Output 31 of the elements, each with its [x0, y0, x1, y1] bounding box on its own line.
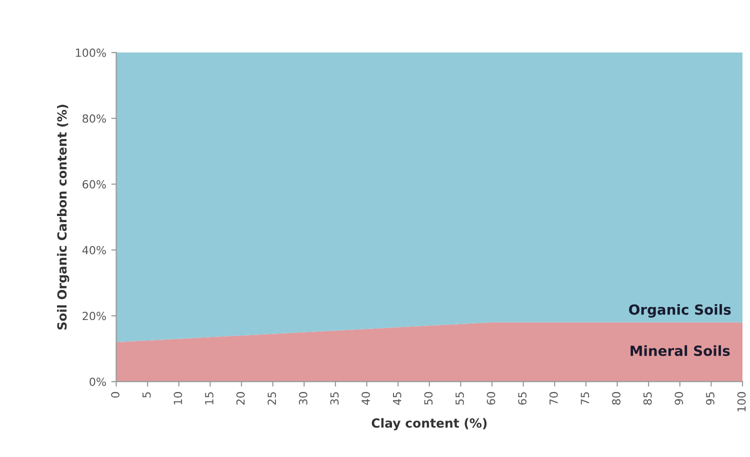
x-tick-label: 80: [612, 392, 620, 405]
x-tick-label: 75: [580, 392, 590, 405]
x-tick-label: 55: [456, 392, 464, 405]
y-tick-label: 20%: [82, 312, 106, 320]
x-tick-label: 10: [174, 392, 182, 404]
x-tick-label: 90: [674, 392, 684, 405]
x-tick-label: 45: [393, 392, 402, 405]
series-label: Mineral Soils: [630, 345, 730, 356]
x-tick-label: 95: [706, 392, 714, 405]
x-tick-label: 85: [643, 392, 652, 405]
x-tick-label: 65: [518, 392, 527, 405]
x-tick-label: 40: [362, 392, 370, 405]
x-tick-label: 70: [549, 392, 558, 405]
x-tick-label: 20: [236, 392, 245, 405]
y-tick-label: 100%: [76, 48, 106, 57]
x-tick-label: 35: [330, 392, 339, 405]
x-tick-label: 100: [737, 392, 746, 412]
y-axis-title: Soil Organic Carbon content (%): [57, 104, 70, 330]
x-axis-title: Clay content (%): [372, 418, 487, 430]
series-label: Organic Soils: [629, 304, 731, 318]
x-tick-label: 60: [486, 392, 496, 405]
x-tick-label: 5: [142, 392, 151, 398]
x-tick-label: 0: [111, 392, 120, 398]
x-tick-label: 15: [205, 392, 214, 404]
y-tick-label: 0%: [90, 378, 106, 386]
y-tick-label: 80%: [82, 114, 106, 123]
x-tick-label: 30: [298, 392, 308, 405]
x-tick-label: 50: [424, 392, 433, 405]
y-tick-label: 40%: [82, 246, 106, 254]
y-tick-label: 60%: [82, 180, 106, 189]
x-tick-label: 25: [268, 392, 276, 405]
